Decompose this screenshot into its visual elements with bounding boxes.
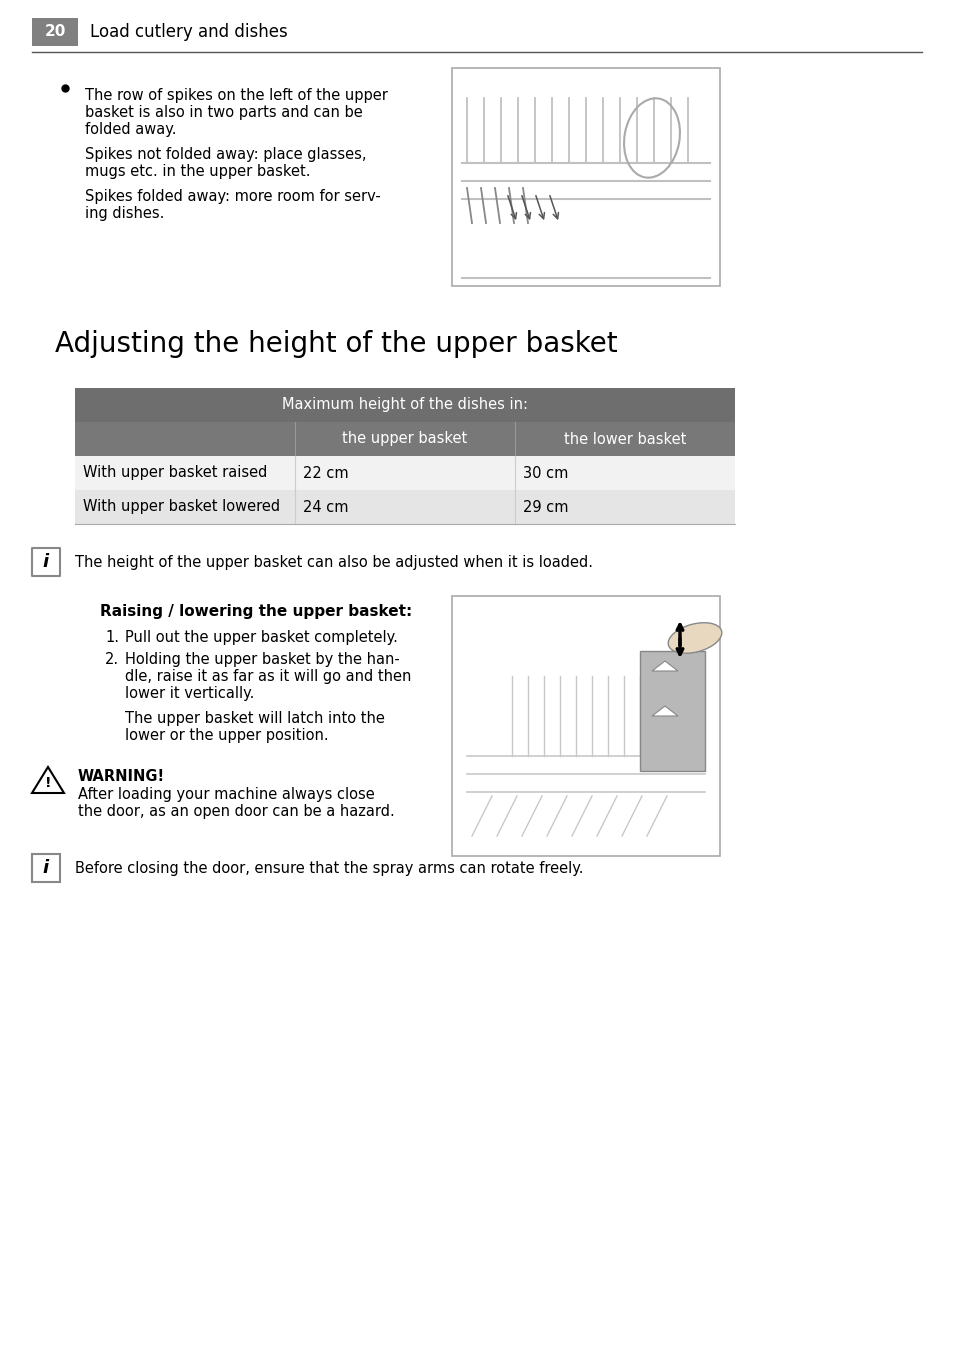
- Text: WARNING!: WARNING!: [78, 769, 165, 784]
- Ellipse shape: [667, 623, 721, 653]
- Text: Holding the upper basket by the han-: Holding the upper basket by the han-: [125, 652, 399, 667]
- Text: Before closing the door, ensure that the spray arms can rotate freely.: Before closing the door, ensure that the…: [75, 860, 583, 876]
- Text: With upper basket lowered: With upper basket lowered: [83, 499, 280, 515]
- Polygon shape: [651, 706, 678, 717]
- Text: 1.: 1.: [105, 630, 119, 645]
- Text: 22 cm: 22 cm: [303, 465, 348, 480]
- Bar: [75, 489, 734, 525]
- Text: lower or the upper position.: lower or the upper position.: [125, 727, 328, 744]
- Bar: [75, 456, 734, 489]
- Text: the upper basket: the upper basket: [342, 431, 467, 446]
- Bar: [32, 18, 78, 46]
- Text: ing dishes.: ing dishes.: [85, 206, 164, 220]
- Text: Spikes folded away: more room for serv-: Spikes folded away: more room for serv-: [85, 189, 380, 204]
- Text: The height of the upper basket can also be adjusted when it is loaded.: The height of the upper basket can also …: [75, 554, 593, 569]
- Text: 2.: 2.: [105, 652, 119, 667]
- Text: The upper basket will latch into the: The upper basket will latch into the: [125, 711, 384, 726]
- Text: folded away.: folded away.: [85, 122, 176, 137]
- Text: mugs etc. in the upper basket.: mugs etc. in the upper basket.: [85, 164, 310, 178]
- Text: With upper basket raised: With upper basket raised: [83, 465, 267, 480]
- Text: dle, raise it as far as it will go and then: dle, raise it as far as it will go and t…: [125, 669, 411, 684]
- Bar: [32, 854, 60, 882]
- Bar: [75, 388, 734, 422]
- Bar: [452, 596, 720, 856]
- Text: 20: 20: [44, 24, 66, 39]
- Text: basket is also in two parts and can be: basket is also in two parts and can be: [85, 105, 362, 120]
- Text: The row of spikes on the left of the upper: The row of spikes on the left of the upp…: [85, 88, 388, 103]
- Bar: [32, 548, 60, 576]
- Text: !: !: [45, 776, 51, 790]
- Text: Adjusting the height of the upper basket: Adjusting the height of the upper basket: [55, 330, 617, 358]
- Text: lower it vertically.: lower it vertically.: [125, 685, 254, 700]
- Bar: [75, 422, 734, 456]
- Text: Load cutlery and dishes: Load cutlery and dishes: [90, 23, 288, 41]
- Text: i: i: [43, 859, 49, 877]
- Text: 29 cm: 29 cm: [522, 499, 568, 515]
- Text: the lower basket: the lower basket: [563, 431, 685, 446]
- Text: i: i: [43, 553, 49, 571]
- Text: 24 cm: 24 cm: [303, 499, 348, 515]
- Text: Raising / lowering the upper basket:: Raising / lowering the upper basket:: [100, 604, 412, 619]
- Text: Pull out the upper basket completely.: Pull out the upper basket completely.: [125, 630, 397, 645]
- Bar: [452, 68, 720, 287]
- Text: the door, as an open door can be a hazard.: the door, as an open door can be a hazar…: [78, 804, 395, 819]
- Bar: [639, 652, 704, 771]
- Polygon shape: [651, 661, 678, 671]
- Text: After loading your machine always close: After loading your machine always close: [78, 787, 375, 802]
- Text: 30 cm: 30 cm: [522, 465, 568, 480]
- Text: Maximum height of the dishes in:: Maximum height of the dishes in:: [282, 397, 527, 412]
- Text: Spikes not folded away: place glasses,: Spikes not folded away: place glasses,: [85, 147, 366, 162]
